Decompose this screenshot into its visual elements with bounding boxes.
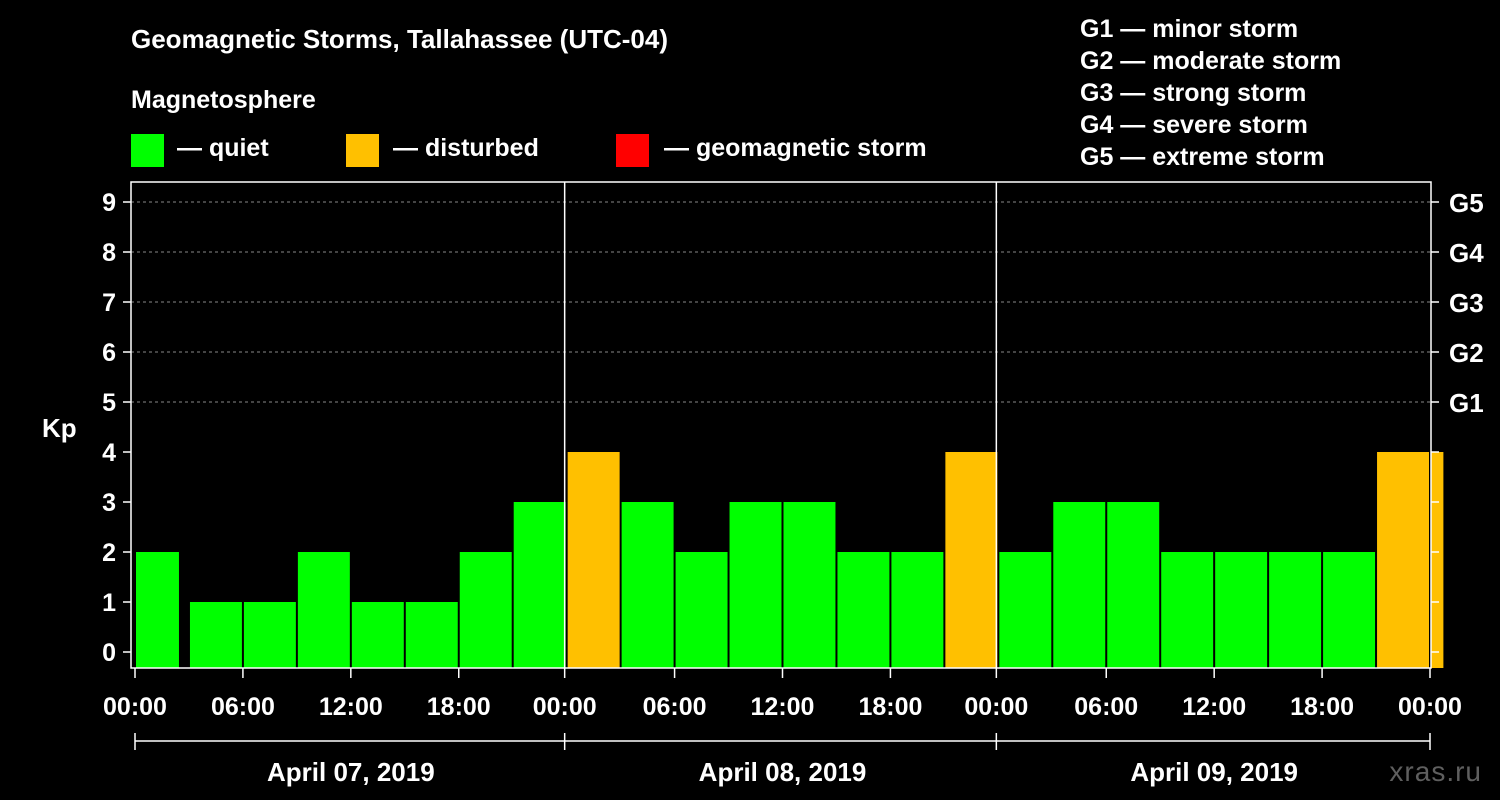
- legend-label-storm: — geomagnetic storm: [664, 134, 927, 162]
- x-tick-label-5: 06:00: [643, 693, 707, 721]
- chart-title: Geomagnetic Storms, Tallahassee (UTC-04): [131, 24, 669, 54]
- kp-bar-5: [405, 602, 458, 668]
- y-tick-label-9: 9: [102, 189, 116, 217]
- kp-bar-9: [621, 502, 674, 668]
- kp-bar-21: [1269, 552, 1322, 668]
- legend-swatch-disturbed: [346, 134, 379, 167]
- kp-bar-14: [891, 552, 944, 668]
- x-tick-label-10: 12:00: [1182, 693, 1246, 721]
- kp-bar-19: [1161, 552, 1214, 668]
- storm-scale-g5: G5 — extreme storm: [1080, 143, 1325, 171]
- y-tick-label-7: 7: [102, 289, 116, 317]
- kp-bar-16: [999, 552, 1052, 668]
- kp-bar-2: [243, 602, 296, 668]
- y-tick-label-0: 0: [102, 639, 116, 667]
- legend-label-disturbed: — disturbed: [393, 134, 539, 162]
- x-tick-label-12: 00:00: [1398, 693, 1462, 721]
- kp-bar-23: [1377, 452, 1429, 668]
- right-tick-label-G2: G2: [1449, 338, 1484, 368]
- x-tick-label-0: 00:00: [103, 693, 167, 721]
- right-tick-label-G4: G4: [1449, 238, 1484, 268]
- x-tick-label-7: 18:00: [858, 693, 922, 721]
- day-label-1: April 08, 2019: [699, 757, 867, 787]
- watermark: xras.ru: [1389, 756, 1482, 787]
- legend-label-quiet: — quiet: [177, 134, 269, 162]
- kp-bar-6: [459, 552, 512, 668]
- right-tick-label-G3: G3: [1449, 288, 1484, 318]
- kp-bar-10: [675, 552, 728, 668]
- y-axis-label: Kp: [42, 413, 77, 443]
- y-tick-label-8: 8: [102, 239, 116, 267]
- x-tick-label-6: 12:00: [751, 693, 815, 721]
- y-tick-label-4: 4: [102, 439, 116, 467]
- kp-bar-15: [945, 452, 998, 668]
- storm-scale-g3: G3 — strong storm: [1080, 79, 1307, 107]
- y-tick-label-3: 3: [102, 489, 116, 517]
- day-label-0: April 07, 2019: [267, 757, 435, 787]
- kp-bar-0: [136, 552, 179, 668]
- y-tick-label-2: 2: [102, 539, 116, 567]
- kp-bar-8: [567, 452, 620, 668]
- kp-bar-7: [513, 502, 566, 668]
- day-label-2: April 09, 2019: [1130, 757, 1298, 787]
- y-tick-label-1: 1: [102, 589, 116, 617]
- kp-bar-17: [1053, 502, 1106, 668]
- kp-bar-20: [1215, 552, 1268, 668]
- legend-swatch-quiet: [131, 134, 164, 167]
- storm-scale-g1: G1 — minor storm: [1080, 15, 1299, 43]
- magnetosphere-title: Magnetosphere: [131, 86, 316, 114]
- y-tick-label-6: 6: [102, 339, 116, 367]
- right-tick-label-G1: G1: [1449, 388, 1484, 418]
- kp-bar-12: [783, 502, 836, 668]
- kp-bar-1: [189, 602, 242, 668]
- right-tick-label-G5: G5: [1449, 188, 1484, 218]
- storm-scale-g4: G4 — severe storm: [1080, 111, 1308, 139]
- x-tick-label-9: 06:00: [1074, 693, 1138, 721]
- x-tick-label-2: 12:00: [319, 693, 383, 721]
- x-tick-label-11: 18:00: [1290, 693, 1354, 721]
- y-tick-label-5: 5: [102, 389, 116, 417]
- x-tick-label-8: 00:00: [964, 693, 1028, 721]
- kp-bar-4: [351, 602, 404, 668]
- x-tick-label-4: 00:00: [533, 693, 597, 721]
- kp-bar-3: [297, 552, 350, 668]
- plot-frame: [130, 181, 1432, 669]
- kp-bar-13: [837, 552, 890, 668]
- storm-scale-g2: G2 — moderate storm: [1080, 47, 1342, 75]
- x-tick-label-1: 06:00: [211, 693, 275, 721]
- kp-bar-18: [1107, 502, 1160, 668]
- kp-bar-22: [1323, 552, 1376, 668]
- kp-bar-24: [1431, 452, 1444, 668]
- kp-bar-11: [729, 502, 782, 668]
- legend-swatch-storm: [616, 134, 649, 167]
- x-tick-label-3: 18:00: [427, 693, 491, 721]
